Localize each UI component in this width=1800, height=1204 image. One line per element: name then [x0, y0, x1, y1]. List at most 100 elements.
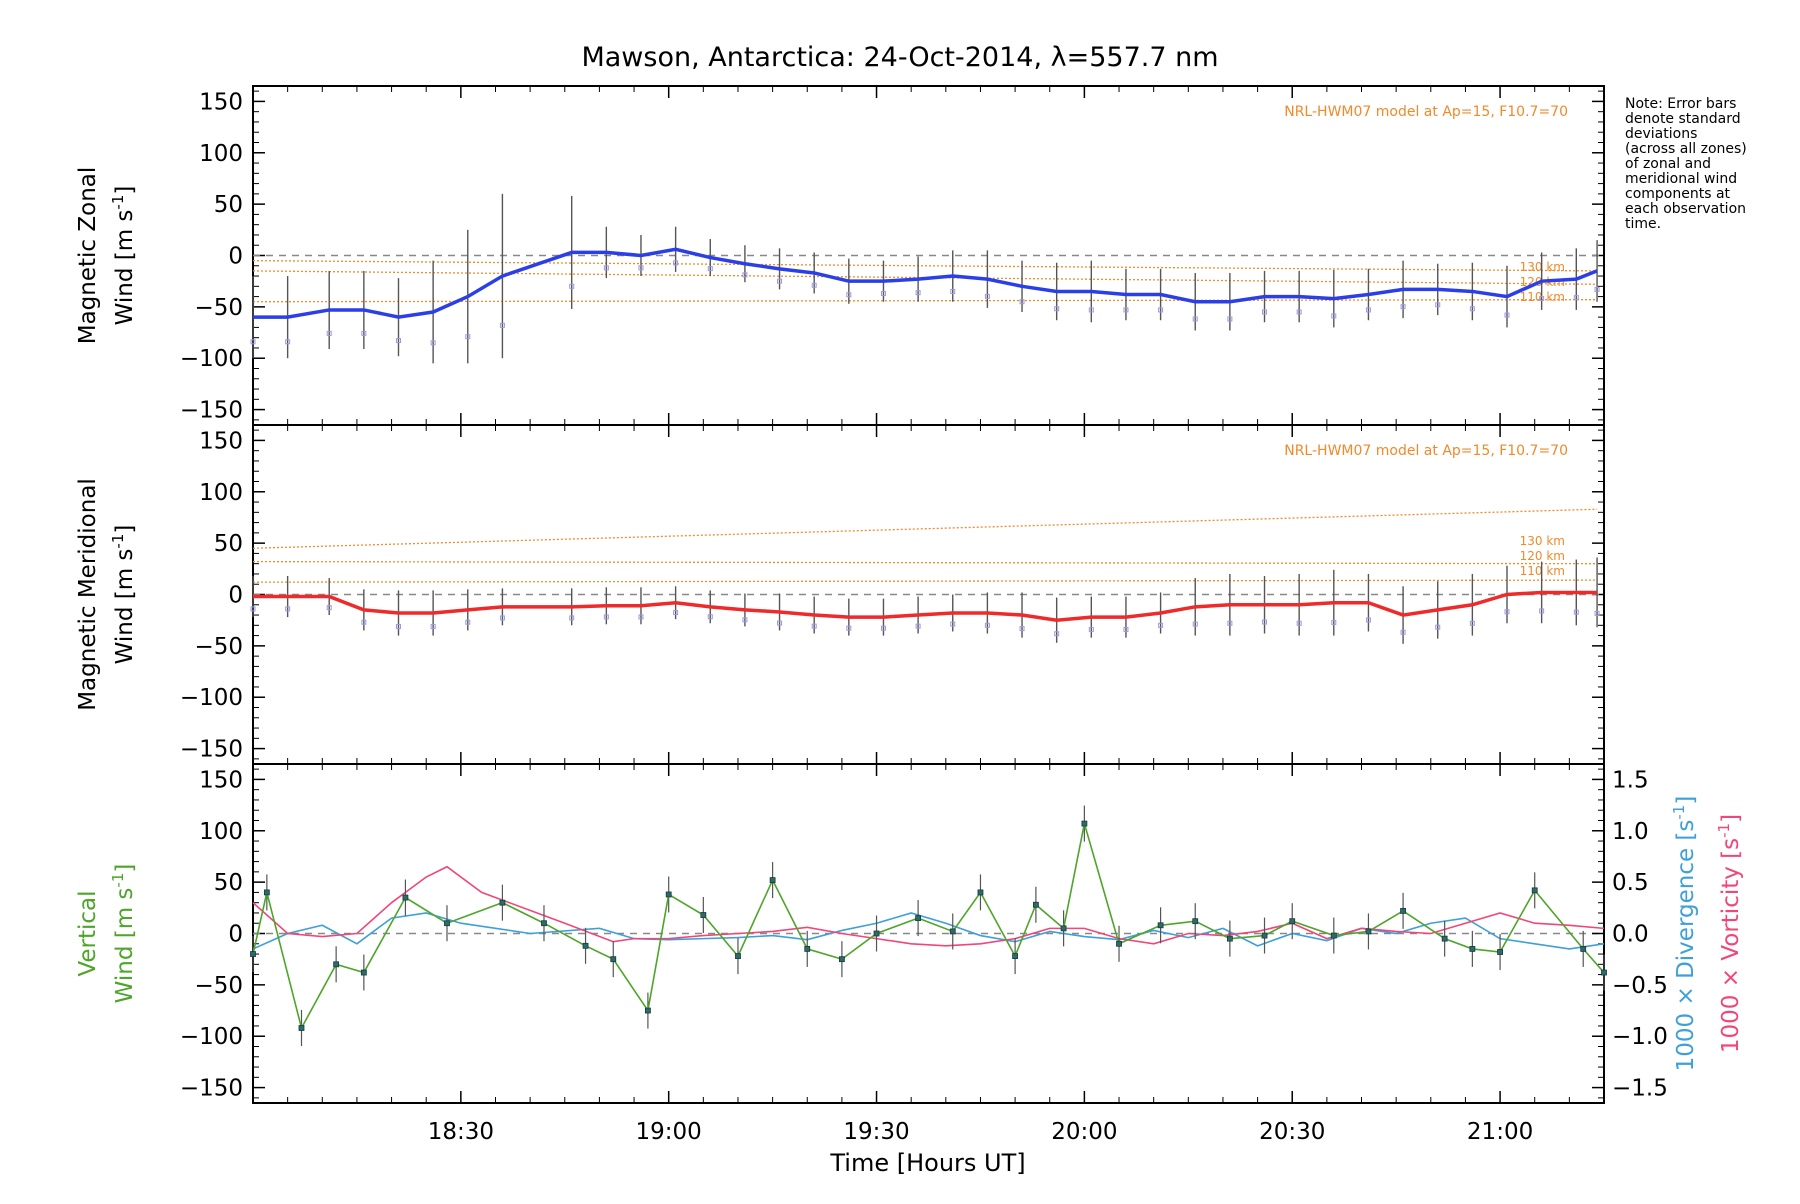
zone-marker: [465, 334, 471, 340]
zone-marker: [1227, 620, 1233, 626]
zone-marker: [285, 606, 291, 612]
zone-marker: [361, 619, 367, 625]
vertical-wind-point: [1192, 918, 1199, 925]
y-tick-label: 150: [199, 89, 243, 115]
zone-marker: [395, 338, 401, 344]
x-tick-label: 20:30: [1259, 1119, 1325, 1145]
y-tick-label: 50: [214, 870, 243, 896]
chart-title: Mawson, Antarctica: 24-Oct-2014, λ=557.7…: [581, 42, 1218, 73]
y-tick-label: 100: [199, 480, 243, 506]
zone-marker: [326, 605, 332, 611]
y2-tick-label: 1.5: [1612, 767, 1649, 793]
vertical-wind-point: [665, 891, 672, 898]
vertical-wind-point: [1116, 940, 1122, 947]
vertical-wind-point: [645, 1007, 651, 1014]
zone-marker: [1262, 309, 1268, 315]
y2-tick-label: 0.5: [1612, 870, 1649, 896]
zone-marker: [1400, 304, 1406, 310]
zone-marker: [984, 622, 990, 628]
zone-marker: [777, 278, 783, 284]
zone-marker: [638, 265, 644, 271]
zone-marker: [742, 272, 748, 278]
zone-marker: [1365, 307, 1371, 313]
vertical-wind-point: [700, 912, 707, 918]
vertical-wind-point: [444, 920, 450, 927]
y-axis-label: Magnetic Meridional: [75, 478, 101, 711]
vertical-wind-point: [1365, 928, 1372, 935]
zone-marker: [1331, 619, 1337, 625]
y-tick-label: −50: [194, 973, 243, 999]
zone-marker: [285, 339, 291, 345]
y-axis-label-units: Wind [m s-1]: [109, 525, 138, 665]
model-line: [252, 579, 1598, 583]
zonal-wind-line: [253, 247, 1598, 319]
zone-marker: [1469, 620, 1475, 626]
zone-marker: [1019, 626, 1025, 632]
zone-marker: [1192, 621, 1198, 627]
zone-marker: [1296, 309, 1302, 315]
zone-marker: [1158, 307, 1164, 313]
vertical-wind-point: [1060, 925, 1067, 932]
vertical-wind-point: [333, 961, 340, 968]
zone-marker: [1088, 626, 1094, 632]
y-tick-label: 50: [214, 531, 243, 557]
y-tick-label: 50: [214, 192, 243, 218]
vertical-wind-point: [949, 928, 956, 935]
zone-marker: [1469, 306, 1475, 312]
zone-marker: [742, 617, 748, 623]
y2-tick-label: 1.0: [1612, 819, 1649, 845]
zone-marker: [465, 619, 471, 625]
y2-tick-label: −1.5: [1612, 1076, 1668, 1102]
y-tick-label: 150: [199, 428, 243, 454]
zone-marker: [846, 292, 852, 298]
y-tick-label: 0: [228, 244, 243, 270]
zone-marker: [1262, 619, 1268, 625]
vertical-wind-line: [252, 823, 1605, 1031]
vertical-wind-point: [1531, 887, 1538, 894]
panel-meridional: −150 −100 −50 0 50 100 150 Magnetic Meridional W…: [75, 424, 1605, 765]
model-line: [252, 299, 1598, 303]
vertical-wind-point: [610, 956, 617, 963]
vertical-wind-point: [1400, 908, 1406, 914]
zone-marker: [984, 293, 990, 299]
vertical-wind-point: [915, 915, 922, 921]
zone-marker: [950, 621, 956, 627]
vertical-wind-point: [250, 951, 256, 957]
zone-marker: [603, 614, 609, 620]
zone-marker: [1539, 295, 1545, 301]
vertical-wind-point: [1289, 918, 1296, 925]
model-line-label: 120 km: [1520, 549, 1565, 563]
zone-marker: [1123, 626, 1129, 632]
zone-marker: [673, 610, 679, 616]
zone-marker: [1594, 286, 1600, 292]
zone-marker: [915, 623, 921, 629]
x-tick-label: 19:00: [636, 1119, 702, 1145]
model-label: NRL-HWM07 model at Ap=15, F10.7=70: [1284, 104, 1568, 120]
y-tick-label: 0: [228, 922, 243, 948]
y-tick-label: 150: [199, 767, 243, 793]
vertical-wind-point: [582, 942, 589, 949]
zone-marker: [250, 606, 256, 612]
y-tick-label: 100: [199, 819, 243, 845]
zone-marker: [1435, 624, 1441, 630]
zone-marker: [1192, 316, 1198, 322]
zone-marker: [1594, 610, 1600, 616]
zone-marker: [250, 339, 256, 345]
vertical-wind-point: [1261, 932, 1268, 939]
zone-marker: [361, 330, 367, 336]
panel-vertical: −150 −100 −50 0 50 100 150 Vertical Wind [m s-1]…: [75, 763, 1744, 1177]
zone-marker: [1054, 631, 1060, 637]
zone-marker: [1123, 307, 1129, 313]
zone-marker: [1539, 608, 1545, 614]
zone-marker: [569, 283, 575, 289]
vertical-wind-point: [977, 889, 984, 896]
zone-marker: [1296, 620, 1302, 626]
y-axis-label: Magnetic Zonal: [75, 167, 101, 345]
vertical-wind-point: [1081, 820, 1088, 827]
zone-marker: [1331, 313, 1337, 319]
y2-tick-label: −1.0: [1612, 1024, 1668, 1050]
y-tick-label: −100: [180, 346, 243, 372]
vertical-wind-point: [1497, 949, 1503, 955]
